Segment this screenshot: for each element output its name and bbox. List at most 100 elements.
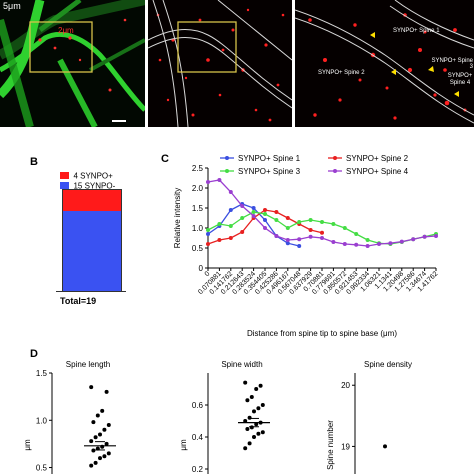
scatter-point	[258, 383, 263, 388]
data-point-spine-1	[228, 208, 233, 212]
y-tick-label: 19	[341, 442, 350, 451]
data-point-spine-2	[320, 230, 324, 235]
data-point-spine-3	[240, 216, 245, 220]
data-point-spine-2	[228, 236, 233, 240]
scatter-point	[254, 422, 259, 427]
panel-letter-b: B	[30, 156, 38, 168]
data-point-spine-3	[365, 238, 370, 242]
scatter-point	[98, 456, 102, 461]
legend-label-synpo-pos: 4 SYNPO+	[73, 171, 113, 181]
scatter-point	[245, 398, 250, 403]
data-point-spine-3	[217, 222, 222, 226]
data-point-spine-2	[206, 242, 210, 246]
data-point-spine-1	[251, 206, 256, 210]
data-point-spine-4	[434, 234, 438, 238]
scatter-title-1: Spine length	[66, 360, 110, 369]
y-tick-label: 0.5	[36, 464, 48, 473]
data-point-spine-2	[240, 230, 245, 234]
data-point-spine-4	[365, 244, 370, 248]
scatter-point	[93, 435, 98, 440]
data-point-spine-3	[331, 222, 336, 226]
legend-label-spine-4: SYNPO+ Spine 4	[346, 167, 409, 176]
data-point-spine-1	[285, 241, 290, 246]
scatter-point	[98, 432, 102, 437]
dendrite-green-svg	[0, 0, 145, 127]
data-point-spine-3	[342, 226, 347, 230]
scatter-point	[256, 406, 261, 411]
arrow-icon	[454, 91, 459, 97]
legend-synpo-neg: 15 SYNPO-	[60, 177, 116, 191]
data-point-spine-4	[354, 242, 359, 247]
scatter-point	[89, 463, 94, 468]
spine-label-3: SYNPO+ Spine 3	[431, 58, 473, 70]
y-axis-label: μm	[179, 439, 188, 451]
scatter-point	[260, 430, 265, 435]
bar-baseline	[56, 291, 126, 292]
data-point-spine-3	[206, 228, 210, 232]
scatter-point	[254, 387, 259, 391]
legend-label-spine-1: SYNPO+ Spine 1	[238, 154, 301, 163]
legend-label-synpo-neg: 15 SYNPO-	[73, 181, 116, 191]
legend-marker	[225, 169, 229, 173]
image-synpo-outline	[148, 0, 292, 127]
scatter-point	[243, 446, 248, 451]
data-point-spine-4	[251, 214, 256, 218]
data-point-spine-1	[206, 232, 210, 236]
spine-arrows	[370, 32, 459, 97]
scale-bar-label-5um: 5μm	[3, 1, 21, 11]
y-tick-label: 20	[341, 381, 350, 390]
y-axis-label: Relative intensity	[173, 188, 182, 248]
bar-segment-synpo-pos	[63, 190, 121, 212]
y-tick-label: 2.5	[192, 164, 204, 173]
scatter-point	[243, 380, 248, 385]
data-point-spine-3	[297, 220, 302, 224]
scatter-point	[104, 389, 109, 394]
y-tick-label: 1.0	[192, 224, 204, 233]
scatter-plots: Spine length 0.5 1.0 1.5 μm Spine width 0.2 0.4…	[23, 360, 412, 474]
y-tick-label: 1.5	[36, 369, 48, 378]
scatter-title-3: Spine density	[364, 360, 412, 369]
spine-label-1: SYNPO+ Spine 1	[393, 28, 440, 34]
y-tick-label: 0.5	[192, 244, 204, 253]
y-tick-label: 2.0	[192, 184, 204, 193]
scatter-point	[106, 423, 111, 427]
y-axis-label: Spine number	[326, 420, 335, 470]
data-point-spine-4	[228, 190, 233, 194]
data-point-spine-3	[354, 232, 359, 236]
data-point-spine-4	[399, 239, 404, 244]
data-point-spine-4	[206, 180, 210, 184]
data-point-spine-3	[320, 220, 324, 224]
data-point-spine-4	[388, 241, 393, 246]
data-point-spine-3	[251, 210, 256, 214]
legend-marker	[333, 169, 337, 173]
scatter-point	[100, 408, 105, 413]
scatter-point	[91, 448, 96, 453]
scatter-point	[102, 454, 107, 459]
data-point-spine-2	[285, 216, 290, 220]
scale-bar-label-2um: 2μm	[58, 26, 74, 35]
image-dendrite-green: 5μm 2μm	[0, 0, 145, 127]
data-point-spine-4	[342, 242, 347, 246]
data-point-spine-3	[274, 218, 279, 222]
scatter-title-2: Spine width	[221, 360, 262, 369]
bar-segment-synpo-neg	[63, 211, 121, 291]
data-point-spine-3	[308, 218, 313, 222]
data-point-spine-2	[263, 208, 267, 212]
legend-synpo-pos: 4 SYNPO+	[60, 167, 113, 181]
x-tick-label: 0	[204, 270, 212, 278]
scatter-point	[245, 427, 250, 431]
data-point-spine-2	[217, 238, 222, 242]
scatter-point	[252, 409, 256, 414]
data-point-spine-4	[331, 240, 336, 244]
arrow-icon	[391, 69, 396, 75]
scatter-point	[91, 420, 96, 425]
data-point-spine-3	[263, 212, 267, 216]
panel-letter-d: D	[30, 348, 38, 360]
synpo-outline-svg	[148, 0, 292, 127]
scatter-point	[256, 431, 261, 436]
data-point-spine-4	[411, 237, 416, 242]
scatter-point	[93, 460, 98, 465]
scatter-point	[95, 413, 100, 418]
y-tick-label: 1.5	[192, 204, 204, 213]
y-tick-label: 1.0	[36, 416, 48, 425]
